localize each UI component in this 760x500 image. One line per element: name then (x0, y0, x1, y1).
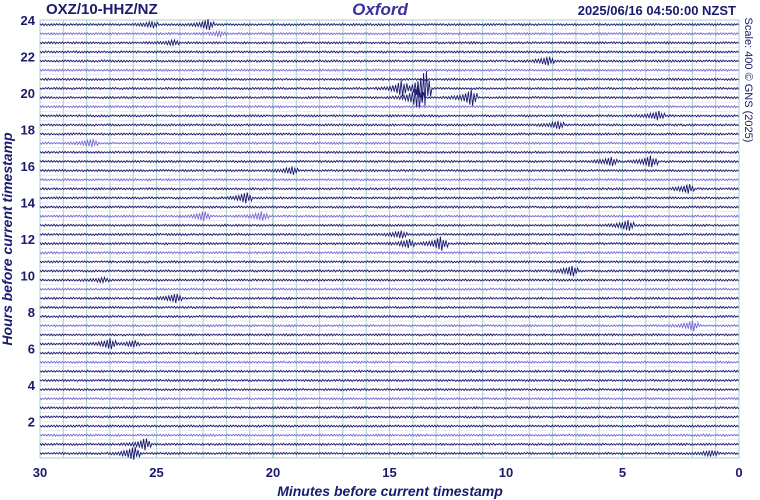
y-tick-label: 6 (28, 342, 35, 357)
x-tick-label: 30 (33, 465, 47, 480)
trace-row (39, 150, 739, 155)
trace-row (39, 192, 739, 204)
grid (39, 19, 740, 459)
y-tick-label: 8 (28, 305, 35, 320)
trace-row (39, 77, 739, 82)
y-axis-label: Hours before current timestamp (0, 132, 15, 346)
site-name: Oxford (352, 0, 408, 19)
trace-row (39, 205, 739, 209)
trace-row (39, 275, 739, 285)
trace-row (39, 71, 739, 107)
trace-row (39, 177, 739, 182)
trace-row (39, 332, 739, 337)
y-tick-label: 2 (28, 415, 35, 430)
x-tick-label: 25 (149, 465, 163, 480)
trace-row (39, 415, 739, 419)
x-tick-label: 0 (735, 465, 742, 480)
y-tick-label: 20 (21, 86, 35, 101)
trace-row (39, 219, 739, 231)
trace-row (39, 378, 739, 383)
trace-row (39, 405, 739, 410)
trace-row (39, 19, 739, 31)
trace-row (39, 56, 739, 66)
trace-row (39, 230, 739, 239)
seismic-traces (39, 19, 739, 460)
y-tick-label: 22 (21, 50, 35, 65)
trace-row (39, 38, 739, 48)
trace-row (39, 369, 739, 374)
trace-row (39, 433, 739, 438)
trace-row (39, 360, 739, 365)
trace-row (39, 424, 739, 428)
trace-row (39, 447, 739, 460)
x-tick-label: 15 (382, 465, 396, 480)
trace-row (39, 236, 739, 251)
x-tick-label: 10 (499, 465, 513, 480)
trace-row (39, 155, 739, 168)
trace-row (39, 104, 739, 109)
trace-row (39, 29, 739, 39)
trace-row (39, 50, 739, 54)
y-tick-label: 4 (28, 378, 36, 393)
current-timestamp: 2025/06/16 04:50:00 NZST (577, 3, 736, 18)
trace-row (39, 166, 739, 175)
trace-row (39, 86, 739, 109)
trace-row (39, 265, 739, 277)
trace-row (39, 68, 739, 73)
trace-row (39, 396, 739, 401)
y-tick-label: 24 (21, 13, 36, 28)
x-axis-label: Minutes before current timestamp (277, 483, 503, 499)
y-tick-label: 16 (21, 159, 35, 174)
trace-row (39, 293, 739, 304)
trace-row (39, 387, 739, 392)
trace-row (39, 110, 739, 121)
trace-row (39, 320, 739, 332)
tick-labels: 30 25 20 15 10 5 0 24 22 20 18 16 14 12 10 8 6 4 2 (21, 13, 743, 480)
trace-row (39, 184, 739, 194)
y-tick-label: 14 (21, 196, 36, 211)
y-tick-label: 10 (21, 269, 35, 284)
trace-row (39, 287, 739, 292)
trace-row (39, 351, 739, 356)
trace-row (39, 250, 739, 255)
trace-row (39, 132, 739, 137)
x-tick-label: 5 (619, 465, 626, 480)
trace-row (39, 211, 739, 221)
trace-row (39, 259, 739, 264)
trace-row (39, 314, 739, 319)
trace-row (39, 305, 739, 310)
trace-row (39, 338, 739, 350)
trace-row (39, 438, 739, 451)
y-tick-label: 18 (21, 123, 35, 138)
x-tick-label: 20 (266, 465, 280, 480)
y-tick-label: 12 (21, 232, 35, 247)
station-code: OXZ/10-HHZ/NZ (46, 1, 158, 18)
trace-row (39, 120, 739, 130)
scale-note: Scale: 400 © GNS (2025) (742, 17, 754, 143)
trace-row (39, 138, 739, 148)
